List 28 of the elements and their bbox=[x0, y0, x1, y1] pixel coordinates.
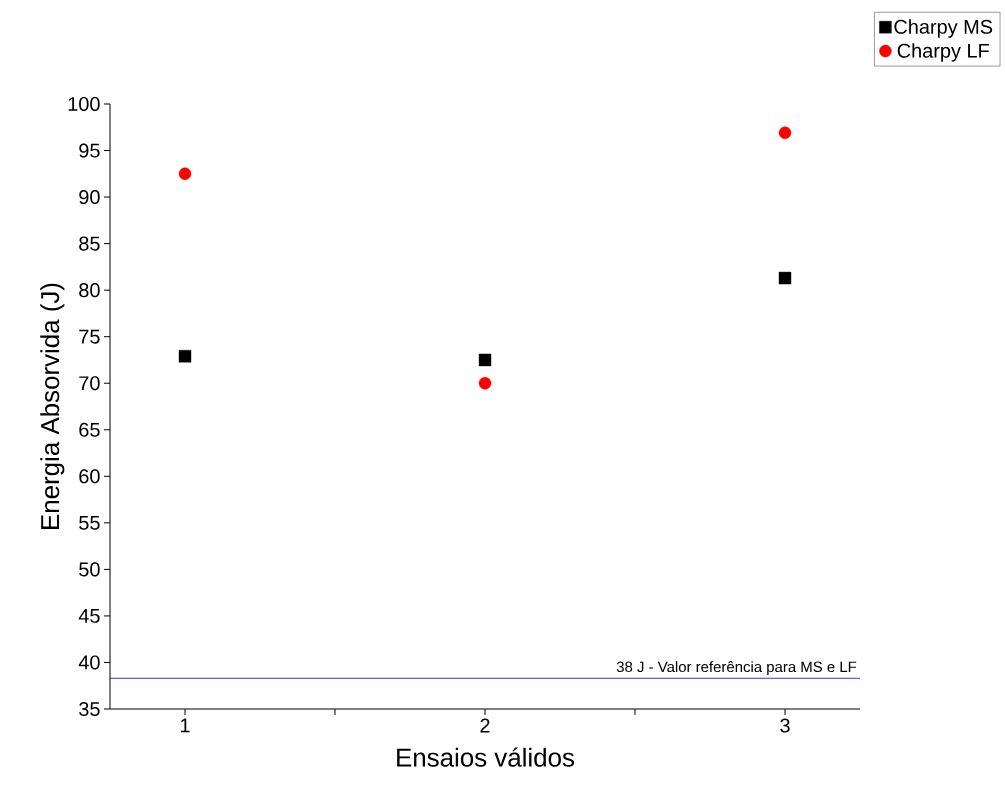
y-tick-label: 40 bbox=[78, 655, 100, 670]
y-tick-label: 45 bbox=[78, 608, 100, 623]
y-tick-label: 60 bbox=[79, 469, 100, 484]
x-axis-title: Ensaios válidos bbox=[397, 747, 574, 767]
x-tick-label: 3 bbox=[780, 718, 790, 733]
legend-label: Charpy LF bbox=[897, 43, 989, 62]
y-tick-label: 80 bbox=[79, 283, 100, 298]
point bbox=[178, 350, 192, 363]
y-tick-label: 50 bbox=[79, 562, 100, 577]
y-tick-label: 95 bbox=[79, 143, 100, 158]
point bbox=[478, 377, 492, 390]
y-tick-label: 75 bbox=[79, 329, 100, 344]
x-tick-label: 2 bbox=[480, 718, 490, 733]
point bbox=[178, 167, 192, 180]
y-tick-label: 100 bbox=[68, 96, 100, 112]
y-tick-label: 90 bbox=[79, 190, 100, 205]
y-tick-label: 65 bbox=[79, 422, 100, 437]
y-axis-title: Energia Absorvida (J) bbox=[40, 283, 65, 529]
legend-label: Charpy MS bbox=[894, 19, 993, 38]
y-tick-label: 70 bbox=[79, 376, 100, 391]
point bbox=[778, 126, 792, 140]
point bbox=[478, 353, 492, 367]
x-tick-label: 1 bbox=[180, 718, 190, 733]
point bbox=[778, 271, 792, 285]
y-tick-label: 55 bbox=[79, 515, 100, 530]
y-tick-label: 85 bbox=[79, 236, 100, 251]
y-tick-label: 35 bbox=[79, 701, 100, 717]
ref-line-label: 38 J - Valor referência para MS e LF bbox=[616, 661, 857, 676]
